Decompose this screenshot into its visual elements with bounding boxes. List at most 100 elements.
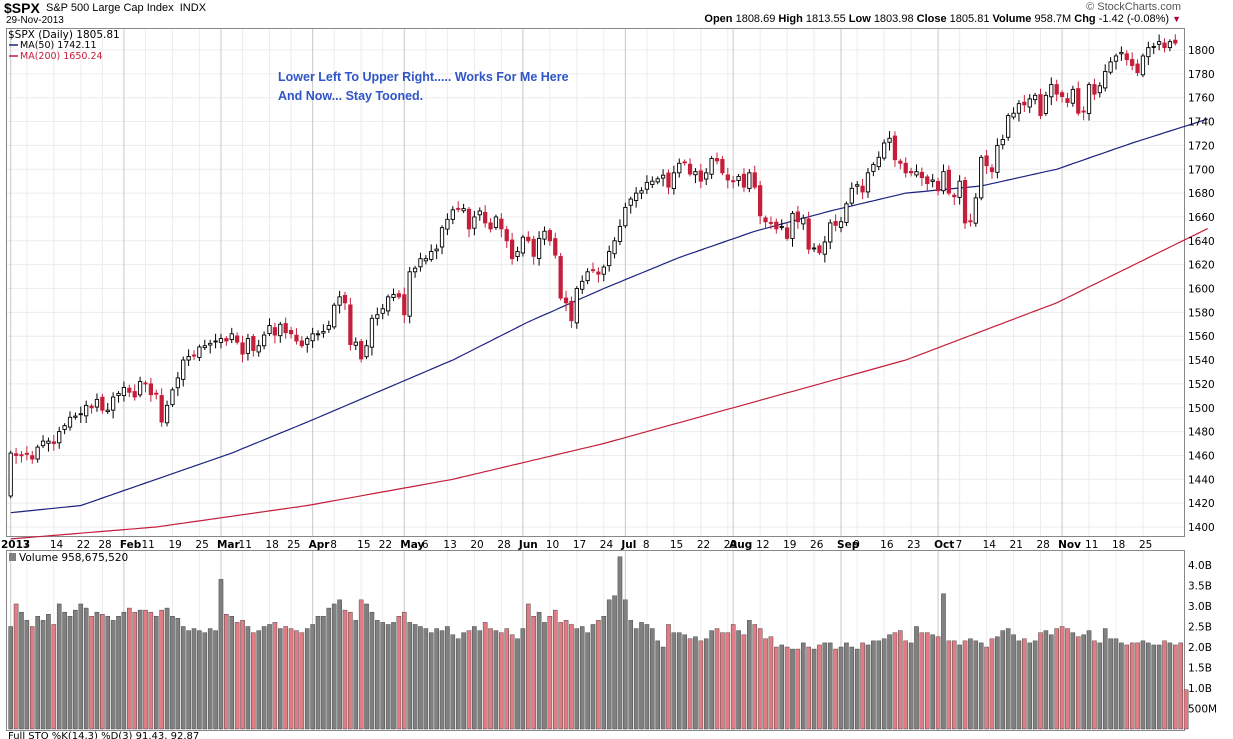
- candle-body: [935, 180, 941, 192]
- candle-body: [434, 248, 439, 252]
- candle-body: [1038, 94, 1043, 117]
- candle-body: [321, 330, 326, 334]
- volume-bar: [1178, 642, 1183, 730]
- candle-body: [979, 156, 984, 199]
- candle-body: [1130, 59, 1135, 66]
- volume-bar: [1075, 636, 1081, 730]
- volume-bar: [455, 638, 461, 730]
- candle-body: [1124, 53, 1129, 60]
- ma200-line-path: [10, 228, 1208, 540]
- candle-body: [245, 338, 251, 354]
- candle-body: [100, 396, 105, 411]
- candle-body: [35, 446, 40, 460]
- candle-body: [882, 142, 887, 159]
- x-tick-label: 8: [330, 539, 337, 551]
- candle-body: [758, 185, 763, 217]
- volume-tick-label: 500M: [1188, 704, 1217, 716]
- volume-bar: [364, 603, 369, 730]
- candle-body: [984, 155, 989, 167]
- y-tick-label: 1760: [1188, 93, 1215, 105]
- candle-body: [515, 251, 520, 257]
- candle-body: [170, 389, 175, 406]
- volume-bar: [914, 626, 919, 730]
- candle-body: [46, 440, 51, 444]
- x-tick-label: 13: [443, 539, 456, 551]
- candle-body: [488, 222, 493, 230]
- candle-body: [876, 156, 881, 168]
- candle-body: [1027, 98, 1032, 108]
- x-tick-label: 15: [357, 539, 370, 551]
- volume-bar: [930, 634, 935, 730]
- volume-bar: [127, 607, 132, 730]
- y-tick-label: 1620: [1188, 260, 1215, 272]
- candle-body: [542, 230, 547, 240]
- candle-body: [811, 247, 817, 250]
- volume-bar: [811, 648, 817, 730]
- brand-logo[interactable]: © StockCharts.com: [1086, 1, 1181, 13]
- volume-bar: [482, 622, 488, 730]
- x-tick-label: 11: [1085, 539, 1098, 551]
- x-tick-label: 23: [907, 539, 920, 551]
- volume-bar: [310, 624, 315, 730]
- x-tick-label: 12: [756, 539, 769, 551]
- volume-bar: [1113, 638, 1119, 730]
- candle-body: [704, 172, 709, 180]
- volume-bar: [294, 630, 299, 730]
- candle-body: [13, 453, 19, 456]
- volume-bar: [1092, 640, 1097, 730]
- y-tick-label: 1780: [1188, 69, 1215, 81]
- x-tick-label: 17: [573, 539, 586, 551]
- legend-ma200: MA(200) 1650.24: [20, 51, 103, 62]
- volume-bar: [978, 642, 984, 730]
- volume-bar: [968, 638, 973, 730]
- candle-body: [251, 335, 256, 351]
- candle-body: [267, 325, 272, 335]
- volume-bar: [536, 611, 542, 730]
- volume-bar: [78, 603, 84, 730]
- candle-body: [553, 238, 558, 256]
- volume-bar: [833, 648, 838, 730]
- volume-bar: [407, 622, 412, 730]
- volume-bar: [806, 646, 811, 730]
- volume-bar: [1043, 630, 1049, 730]
- chg-value: -1.42 (-0.08%): [1098, 13, 1170, 25]
- x-tick-label: 16: [880, 539, 894, 551]
- volume-bar: [736, 630, 741, 730]
- volume-bar: [213, 630, 218, 730]
- volume-bar: [197, 630, 202, 730]
- volume-bar: [827, 642, 833, 730]
- candle-body: [693, 171, 698, 176]
- candle-body: [941, 171, 946, 192]
- x-tick-label: Sep: [837, 539, 860, 551]
- candle-body: [62, 425, 67, 430]
- candle-body: [709, 158, 714, 175]
- volume-bar: [790, 648, 795, 730]
- candle-body: [423, 258, 428, 262]
- candle-body: [197, 346, 202, 358]
- x-tick-label: 15: [670, 539, 683, 551]
- candle-body: [520, 236, 526, 254]
- volume-bar: [898, 630, 903, 730]
- candle-body: [698, 170, 703, 182]
- open-label: Open: [704, 13, 733, 25]
- volume-bar: [542, 622, 547, 730]
- volume-bar: [8, 626, 13, 730]
- candle-body: [849, 187, 854, 204]
- volume-bar: [531, 616, 536, 730]
- candle-body: [1151, 45, 1156, 48]
- candle-body: [752, 172, 757, 188]
- x-tick-label: 21: [1010, 539, 1023, 551]
- volume-bar: [871, 640, 876, 730]
- candle-body: [833, 221, 838, 226]
- x-tick-label: 18: [265, 539, 278, 551]
- volume-bar: [709, 630, 714, 730]
- candle-body: [504, 229, 509, 242]
- volume-bar: [24, 620, 30, 730]
- close-label: Close: [916, 13, 947, 25]
- x-tick-label: 20: [470, 539, 483, 551]
- volume-bar: [423, 628, 429, 730]
- volume-bar: [973, 640, 979, 730]
- x-tick-label: 25: [195, 539, 208, 551]
- candle-body: [558, 256, 563, 299]
